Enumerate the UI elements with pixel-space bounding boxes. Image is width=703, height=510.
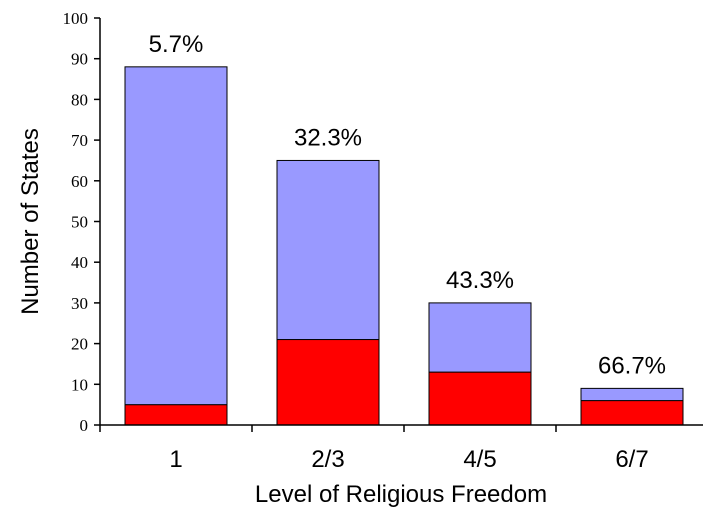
bar-segment-lower	[580, 400, 684, 426]
x-tick-label: 4/5	[463, 446, 496, 473]
bar-segment-lower	[428, 371, 532, 426]
y-tick-label: 100	[63, 9, 89, 28]
bar-segment-lower	[276, 339, 380, 426]
data-label: 43.3%	[446, 267, 514, 294]
bars-group	[124, 66, 684, 426]
y-tick-label: 60	[71, 172, 88, 191]
y-tick-label: 20	[71, 335, 88, 354]
y-tick-label: 70	[71, 131, 88, 150]
y-tick-label: 90	[71, 50, 88, 69]
y-tick-label: 50	[71, 213, 88, 232]
data-label: 32.3%	[294, 124, 362, 151]
x-tick-label: 1	[169, 446, 182, 473]
x-tick-label: 2/3	[311, 446, 344, 473]
data-label: 5.7%	[149, 31, 204, 58]
y-ticks-group: 0 10 20 30 40 50 60 70 80 90 100	[63, 9, 100, 435]
bar-segment-upper	[124, 66, 228, 406]
data-labels-group: 5.7% 32.3% 43.3% 66.7%	[149, 31, 666, 380]
x-tick-label: 6/7	[615, 446, 648, 473]
y-tick-label: 10	[71, 375, 88, 394]
y-axis-label: Number of States	[17, 128, 44, 315]
x-axis-label: Level of Religious Freedom	[255, 481, 547, 508]
bar-segment-upper	[428, 302, 532, 373]
y-tick-label: 40	[71, 253, 88, 272]
data-label: 66.7%	[598, 352, 666, 379]
bar-segment-lower	[124, 404, 228, 426]
y-tick-label: 30	[71, 294, 88, 313]
bar-segment-upper	[276, 159, 380, 341]
y-tick-label: 80	[71, 90, 88, 109]
x-ticks-group: 1 2/3 4/5 6/7	[99, 425, 649, 473]
y-tick-label: 0	[80, 416, 89, 435]
bar-segment-upper	[580, 387, 684, 402]
